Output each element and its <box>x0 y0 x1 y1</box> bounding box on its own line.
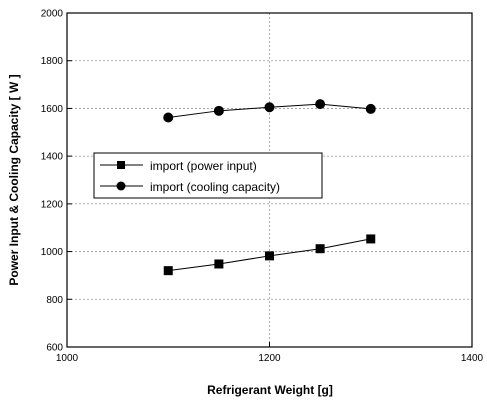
legend: import (power input) import (cooling cap… <box>93 152 323 199</box>
legend-marker-circle <box>116 181 126 191</box>
data-point-square <box>366 234 376 244</box>
data-point-circle <box>264 102 275 113</box>
grid-lines <box>67 13 472 347</box>
data-point-circle <box>213 105 224 116</box>
y-tick-label: 600 <box>46 343 63 354</box>
y-tick-label: 2000 <box>41 9 64 20</box>
legend-box <box>93 152 323 199</box>
y-tick-label: 1600 <box>41 104 64 115</box>
axis-ticks: 600 800 1000 1200 1400 1600 1800 2000 1000 1200 14… <box>41 9 484 365</box>
x-tick-label: 1400 <box>461 353 484 364</box>
data-point-square <box>265 251 274 261</box>
legend-label-cooling: import (cooling capacity) <box>150 180 280 194</box>
legend-label-power: import (power input) <box>150 159 257 173</box>
legend-marker-square <box>117 161 125 169</box>
data-point-circle <box>365 103 376 114</box>
data-point-square <box>214 259 224 269</box>
data-point-circle <box>315 99 326 110</box>
y-tick-label: 1400 <box>41 152 64 163</box>
y-tick-label: 1200 <box>41 199 64 210</box>
data-point-square <box>315 244 325 254</box>
data-point-circle <box>163 112 174 123</box>
data-point-square <box>163 266 173 276</box>
series-layer <box>163 99 376 276</box>
x-axis-label: Refrigerant Weight [g] <box>207 383 333 397</box>
y-tick-label: 1800 <box>41 56 64 67</box>
x-tick-label: 1000 <box>56 353 79 364</box>
x-tick-label: 1200 <box>258 353 281 364</box>
y-tick-label: 800 <box>46 295 63 306</box>
y-tick-label: 1000 <box>41 247 64 258</box>
y-axis-label: Power Input & Cooling Capacity [ W ] <box>7 74 21 285</box>
